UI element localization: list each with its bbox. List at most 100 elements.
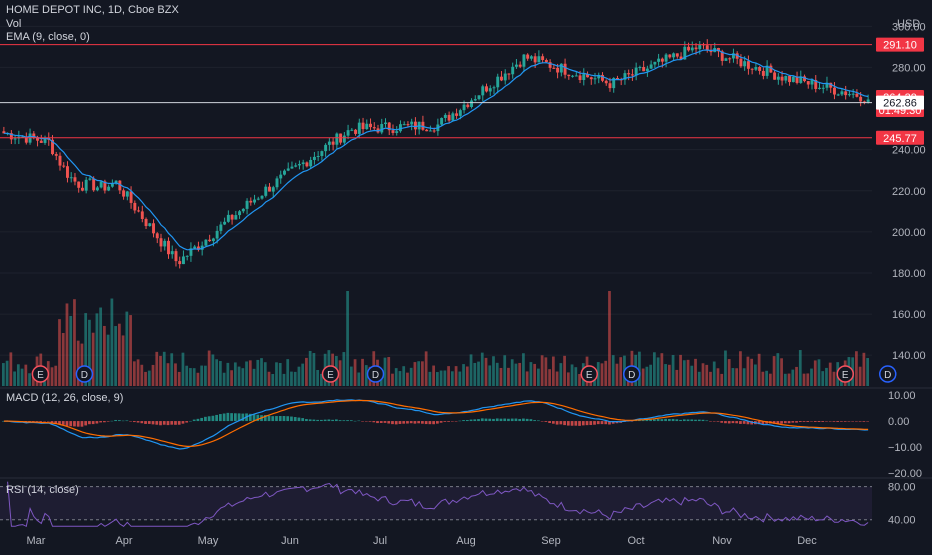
volume-bar	[252, 368, 256, 386]
symbol-title[interactable]: HOME DEPOT INC, 1D, Cboe BZX	[6, 4, 179, 16]
earnings-marker[interactable]	[321, 365, 340, 383]
volume-bar	[473, 362, 477, 386]
candle	[114, 180, 118, 184]
candle	[129, 191, 133, 203]
volume-bar	[320, 373, 323, 386]
volume-bar	[709, 371, 712, 386]
dividend-marker[interactable]	[879, 365, 897, 383]
volume-bar	[825, 367, 828, 386]
macd-histogram-bar	[679, 419, 682, 422]
macd-histogram-bar	[739, 421, 742, 424]
candle	[769, 65, 773, 73]
dividend-marker[interactable]	[75, 365, 94, 383]
candle	[264, 186, 268, 196]
volume-bar	[694, 358, 697, 386]
volume-bar	[166, 363, 170, 386]
macd-histogram-bar	[402, 421, 406, 424]
volume-bar	[293, 371, 297, 386]
candle	[533, 56, 537, 63]
candle	[88, 178, 92, 180]
volume-bar	[761, 371, 765, 386]
candle	[133, 202, 137, 211]
candle	[305, 162, 309, 167]
candle	[365, 123, 369, 130]
macd-histogram-bar	[555, 421, 559, 425]
ema-legend: EMA (9, close, 0)	[6, 31, 90, 43]
candle	[447, 114, 451, 121]
volume-bar	[181, 352, 185, 386]
macd-histogram-bar	[263, 415, 267, 422]
candle	[155, 233, 159, 239]
earnings-marker-label: E	[327, 370, 334, 381]
rsi-label[interactable]: RSI (14, close)	[6, 484, 79, 496]
volume-bar	[862, 352, 866, 386]
volume-bar	[806, 373, 810, 386]
volume-bar	[237, 366, 241, 386]
macd-histogram-bar	[271, 416, 275, 422]
candle	[664, 54, 668, 62]
macd-histogram-bar	[117, 420, 121, 422]
volume-bar	[91, 332, 95, 386]
volume-bar	[394, 368, 398, 386]
volume-bar	[716, 368, 720, 386]
volume-bar	[13, 371, 16, 386]
candle	[675, 53, 679, 57]
macd-histogram-bar	[720, 421, 724, 423]
macd-histogram-bar	[177, 421, 181, 425]
candle	[623, 73, 627, 80]
candle	[181, 256, 185, 265]
volume-bar	[477, 361, 480, 386]
macd-histogram-bar	[697, 419, 701, 422]
candle	[107, 186, 111, 191]
candle	[634, 67, 638, 76]
volume-bar	[398, 371, 402, 386]
macd-histogram-bar	[810, 421, 813, 422]
candle	[36, 137, 40, 141]
macd-histogram-bar	[825, 421, 828, 422]
volume-bar	[604, 360, 608, 386]
candle	[253, 199, 257, 203]
dividend-marker[interactable]	[366, 365, 385, 383]
macd-histogram-bar	[686, 419, 690, 422]
volume-bar	[780, 358, 783, 386]
candle	[597, 74, 601, 79]
volume-bar	[73, 299, 76, 386]
price-axis-tick: 240.00	[892, 145, 926, 157]
macd-histogram-bar	[387, 421, 391, 424]
candle	[249, 200, 253, 203]
volume-bar	[817, 359, 821, 386]
macd-label[interactable]: MACD (12, 26, close, 9)	[6, 392, 124, 404]
macd-histogram-bar	[357, 420, 361, 422]
volume-bar	[211, 354, 215, 386]
candle	[544, 60, 548, 63]
earnings-marker[interactable]	[580, 365, 598, 383]
candle	[638, 67, 642, 69]
macd-histogram-bar	[757, 421, 761, 425]
macd-histogram-bar	[121, 420, 125, 422]
ema-label[interactable]: EMA (9, close, 0)	[6, 31, 90, 43]
volume-bar	[664, 364, 667, 386]
macd-axis-tick: 0.00	[888, 416, 909, 428]
candle	[443, 114, 447, 118]
candle	[312, 156, 316, 160]
candle	[470, 100, 474, 107]
macd-histogram-bar	[828, 421, 832, 422]
macd-histogram-bar	[151, 421, 155, 425]
earnings-marker[interactable]	[31, 365, 50, 383]
earnings-marker-label: E	[842, 370, 849, 381]
dividend-marker[interactable]	[623, 365, 641, 383]
candle	[241, 208, 245, 212]
time-axis-tick: Jul	[373, 535, 387, 547]
macd-histogram-bar	[428, 421, 432, 425]
volume-label[interactable]: Vol	[6, 18, 22, 30]
candle	[462, 104, 466, 111]
volume-bar	[802, 373, 806, 386]
candle	[825, 82, 829, 88]
candle	[668, 54, 672, 58]
earnings-marker[interactable]	[836, 365, 854, 383]
candle	[840, 91, 844, 95]
volume-bar	[353, 359, 357, 386]
macd-histogram-bar	[35, 421, 39, 422]
